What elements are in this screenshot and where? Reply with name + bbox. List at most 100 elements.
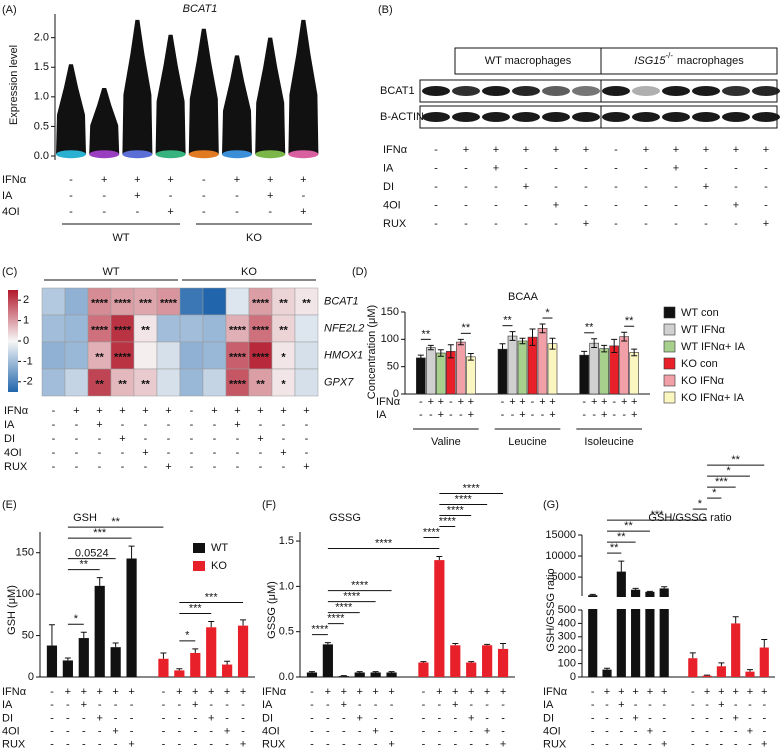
legend-label: KO — [211, 560, 227, 572]
y-tick-label: 300 — [558, 631, 576, 643]
heatmap-cell — [202, 341, 227, 370]
condition-sign: + — [601, 409, 607, 421]
condition-sign: - — [178, 726, 182, 738]
y-axis-label: GSSG (μM) — [266, 581, 278, 639]
condition-label: DI — [4, 433, 15, 445]
condition-sign: + — [631, 396, 637, 408]
legend-label: WT con — [681, 307, 719, 319]
condition-sign: - — [614, 162, 618, 174]
y-tick-label: 15000 — [545, 529, 576, 541]
condition-sign: + — [621, 396, 627, 408]
cell-annotation: ** — [302, 297, 311, 309]
condition-sign: - — [469, 726, 473, 738]
heatmap-cell — [156, 368, 181, 397]
significance-label: * — [726, 465, 731, 477]
condition-sign: - — [705, 726, 709, 738]
cell-annotation: **** — [91, 297, 109, 309]
condition-sign: - — [644, 181, 648, 193]
condition-sign: + — [234, 419, 240, 431]
condition-sign: - — [704, 199, 708, 211]
error-bar — [240, 619, 247, 626]
significance-label: **** — [351, 579, 369, 591]
error-bar — [176, 668, 183, 671]
row-label: BCAT1 — [324, 295, 359, 307]
condition-label: DI — [383, 181, 394, 193]
condition-sign: + — [661, 739, 667, 751]
error-bar — [447, 344, 454, 359]
group-label: ISG15-/- macrophages — [634, 51, 744, 67]
violin-base — [122, 150, 153, 159]
condition-label: 4OI — [383, 199, 401, 211]
condition-sign: + — [601, 396, 607, 408]
legend-swatch — [663, 391, 676, 404]
bar — [517, 340, 528, 395]
chart-title: GSSG — [329, 512, 361, 524]
condition-sign: - — [209, 726, 213, 738]
condition-sign: + — [509, 396, 515, 408]
condition-sign: - — [390, 699, 394, 711]
condition-sign: - — [282, 433, 286, 445]
condition-sign: - — [52, 461, 56, 473]
bar — [716, 666, 726, 677]
bar — [190, 652, 201, 677]
chart-title: GSH/GSSG ratio — [648, 512, 731, 524]
significance-label: 0.0524 — [75, 547, 109, 559]
bar — [426, 347, 436, 395]
condition-sign: - — [167, 433, 171, 445]
band — [722, 112, 750, 122]
colorbar-label: 1 — [23, 315, 29, 327]
condition-sign: + — [224, 726, 230, 738]
legend-label: KO IFNα+ IA — [681, 392, 745, 404]
cell-annotation: **** — [114, 324, 132, 336]
condition-sign: - — [459, 409, 463, 421]
condition-sign: - — [193, 712, 197, 724]
condition-sign: - — [619, 712, 623, 724]
condition-sign: + — [234, 174, 240, 186]
condition-sign: - — [326, 726, 330, 738]
condition-sign: - — [434, 218, 438, 230]
condition-sign: + — [388, 739, 394, 751]
band — [572, 112, 600, 122]
condition-sign: - — [193, 739, 197, 751]
condition-sign: + — [165, 461, 171, 473]
y-tick-label: 150 — [381, 306, 399, 318]
significance-label: * — [698, 498, 703, 510]
heatmap-cell — [64, 368, 89, 397]
condition-label: 4OI — [2, 206, 20, 218]
condition-sign: - — [464, 218, 468, 230]
condition-sign: - — [614, 181, 618, 193]
condition-sign: - — [419, 409, 423, 421]
condition-sign: - — [449, 396, 453, 408]
condition-sign: - — [130, 726, 134, 738]
condition-sign: + — [539, 396, 545, 408]
error-bar — [48, 624, 55, 646]
condition-sign: - — [705, 712, 709, 724]
violin — [255, 37, 286, 155]
condition-sign: - — [162, 712, 166, 724]
condition-sign: + — [438, 409, 444, 421]
condition-sign: + — [452, 699, 458, 711]
condition-sign: + — [388, 686, 394, 698]
bar — [616, 571, 626, 677]
significance-label: **** — [439, 515, 457, 527]
panel-label: (B) — [378, 4, 393, 16]
error-bar — [96, 577, 103, 586]
condition-sign: - — [438, 699, 442, 711]
condition-sign: - — [190, 405, 194, 417]
condition-sign: - — [342, 712, 346, 724]
bar — [418, 662, 429, 677]
significance-label: **** — [463, 482, 481, 494]
error-bar — [618, 560, 625, 572]
condition-label: IA — [376, 409, 387, 421]
condition-sign: - — [282, 461, 286, 473]
protein-label: BCAT1 — [380, 85, 415, 97]
condition-sign: - — [438, 739, 442, 751]
condition-sign: - — [82, 739, 86, 751]
error-bar — [192, 648, 199, 653]
significance-label: *** — [715, 476, 729, 488]
cell-annotation: **** — [91, 324, 109, 336]
condition-sign: - — [190, 447, 194, 459]
condition-sign: - — [582, 409, 586, 421]
band — [512, 112, 540, 122]
condition-sign: - — [193, 726, 197, 738]
